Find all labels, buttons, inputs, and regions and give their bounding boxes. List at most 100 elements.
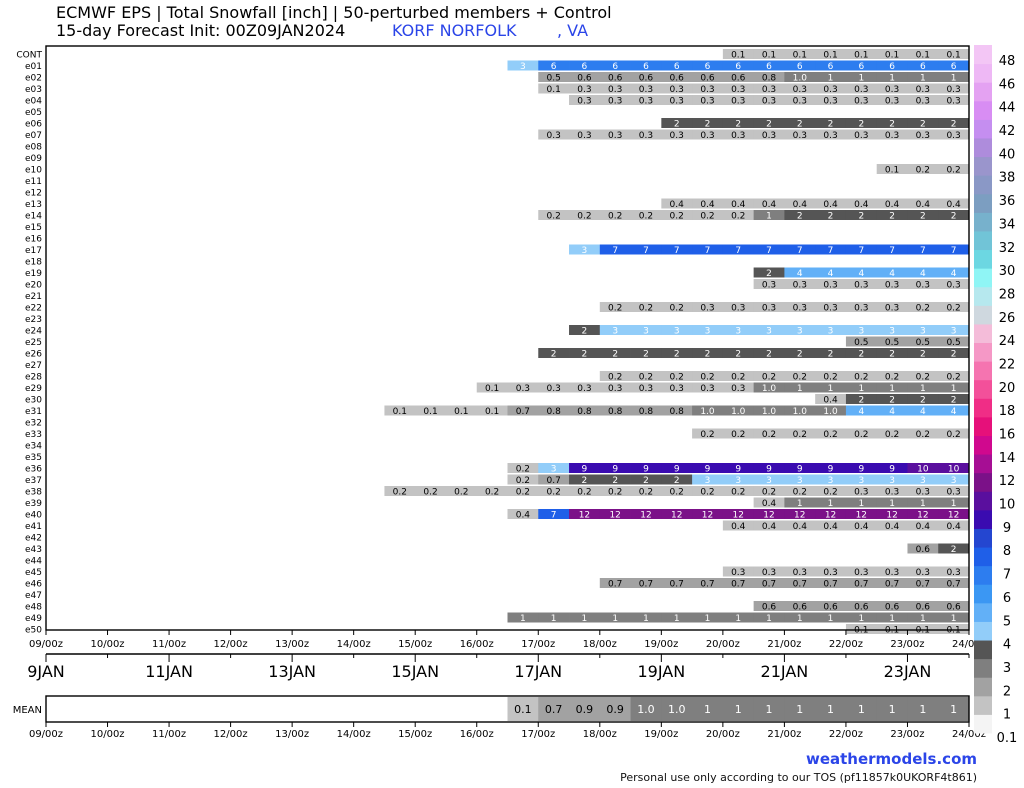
member-value: 0.2 (916, 430, 930, 440)
colorbar-swatch (974, 361, 992, 381)
member-cell (907, 348, 939, 358)
member-value: 3 (612, 326, 618, 336)
x-tick-label: 19/00z (644, 639, 678, 650)
member-value: 0.3 (885, 568, 899, 578)
x-tick-label: 14/00z (337, 639, 371, 650)
member-label: e36 (25, 465, 42, 475)
member-value: 1 (858, 73, 864, 83)
member-value: 2 (612, 349, 618, 359)
member-cell (630, 486, 662, 496)
member-value: 12 (609, 510, 620, 520)
colorbar-label: 16 (999, 428, 1016, 443)
member-value: 10 (948, 464, 960, 474)
member-value: 0.6 (916, 602, 931, 612)
member-cell (507, 474, 539, 485)
member-cell (876, 382, 908, 393)
member-cell (876, 60, 908, 71)
member-label: e44 (25, 557, 42, 567)
member-cell (815, 371, 847, 381)
member-value: 2 (582, 326, 588, 336)
member-cell (907, 382, 939, 393)
member-cell (722, 382, 755, 393)
member-value: 1 (828, 499, 834, 509)
mean-value: 1 (766, 703, 773, 716)
member-value: 6 (643, 62, 649, 72)
member-value: 0.3 (916, 280, 930, 290)
member-cell (815, 486, 847, 496)
member-value: 0.3 (731, 96, 745, 106)
member-cell (630, 463, 662, 473)
member-value: 2 (828, 119, 834, 129)
member-value: 0.2 (700, 430, 714, 440)
member-cell (661, 83, 693, 94)
member-value: 1.0 (762, 384, 777, 394)
member-value: 0.1 (854, 50, 868, 60)
plot-frame (45, 45, 970, 631)
member-label: e05 (25, 108, 42, 118)
member-cell (938, 497, 970, 508)
member-cell (692, 129, 724, 140)
member-row: 0.4 2 2 2 2 (815, 394, 970, 405)
member-value: 0.3 (546, 384, 560, 394)
colorbar-label: 6 (1003, 591, 1011, 606)
brand-link[interactable]: weathermodels.com (805, 750, 977, 768)
member-cell (692, 612, 724, 623)
member-value: 0.2 (793, 430, 807, 440)
member-label: e38 (25, 488, 42, 498)
member-value: 0.7 (608, 579, 622, 589)
member-cell (845, 129, 878, 140)
member-cell (753, 83, 785, 94)
member-value: 0.6 (885, 602, 900, 612)
member-cell (722, 509, 755, 519)
member-cell (845, 509, 878, 519)
member-value: 6 (582, 62, 588, 72)
member-value: 0.3 (885, 96, 899, 106)
member-cell (784, 382, 816, 393)
colorbar-swatch (974, 379, 992, 399)
member-label: e39 (25, 499, 42, 509)
member-cell (692, 118, 724, 128)
member-value: 1 (766, 614, 772, 624)
member-cell (845, 578, 878, 588)
member-cell (815, 497, 847, 508)
mean-label: MEAN (13, 705, 42, 716)
member-cell (599, 210, 631, 220)
member-label: e03 (25, 85, 42, 95)
member-value: 0.1 (823, 50, 837, 60)
member-value: 2 (920, 349, 926, 359)
member-value: 0.7 (700, 579, 714, 589)
colorbar-swatch (974, 472, 992, 492)
member-value: 0.2 (731, 487, 745, 497)
member-row: 0.1 0.3 0.3 0.3 0.3 0.3 0.3 0.3 0.3 0.3 0.3 0.3 0.3 0… (538, 83, 970, 95)
mean-value: 1 (950, 703, 957, 716)
mean-cells: 0.1 0.7 0.9 0.9 1.0 1.0 1 1 1 1 1 1 1 1 1 (507, 697, 970, 721)
member-value: 0.7 (916, 579, 930, 589)
member-cell (907, 325, 939, 335)
member-value: 0.1 (393, 407, 407, 417)
member-label: e47 (25, 591, 42, 601)
member-cell (753, 428, 785, 439)
member-label: e50 (25, 626, 42, 636)
member-cell (876, 463, 908, 473)
member-cell (784, 497, 816, 508)
member-value: 2 (858, 119, 864, 129)
member-cell (753, 520, 785, 531)
member-value: 3 (582, 246, 588, 256)
member-value: 0.2 (916, 303, 930, 313)
member-label: e34 (25, 442, 42, 452)
member-cell (784, 612, 816, 623)
member-value: 0.2 (608, 211, 622, 221)
member-cell (753, 382, 785, 393)
tos-notice: Personal use only according to our TOS (… (620, 771, 977, 784)
member-label: e40 (25, 511, 42, 521)
member-cell (845, 60, 878, 71)
member-value: 12 (579, 510, 590, 520)
member-value: 9 (828, 464, 834, 474)
member-value: 0.4 (731, 200, 746, 210)
member-cell (845, 336, 878, 347)
member-cell (876, 509, 908, 519)
member-cell (815, 279, 847, 289)
member-value: 1 (858, 614, 864, 624)
member-value: 0.3 (916, 85, 930, 95)
mean-cell (938, 697, 970, 721)
